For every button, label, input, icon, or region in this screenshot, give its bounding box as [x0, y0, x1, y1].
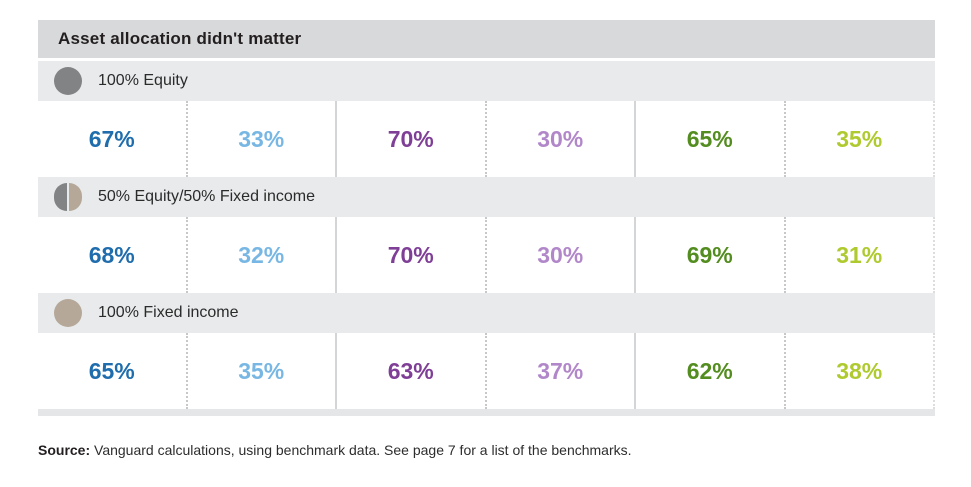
section-label-equity: 100% Equity [98, 72, 188, 89]
section-label-balanced: 50% Equity/50% Fixed income [98, 188, 315, 205]
asset-allocation-figure: Asset allocation didn't matter 100% Equi… [38, 20, 935, 416]
value-cell: 62% [636, 333, 786, 409]
value-cell: 35% [188, 333, 337, 409]
value-cell: 70% [337, 101, 487, 177]
value-cell: 68% [38, 217, 188, 293]
value-cell: 69% [636, 217, 786, 293]
source-label: Source: [38, 442, 91, 458]
half-circle-fixed-part [69, 183, 82, 211]
source-note: Source: Vanguard calculations, using ben… [38, 442, 632, 458]
fixed-income-circle-icon [54, 299, 82, 327]
value-cell: 67% [38, 101, 188, 177]
value-cell: 38% [786, 333, 935, 409]
half-circle-equity-part [54, 183, 67, 211]
value-cell: 65% [636, 101, 786, 177]
value-cell: 30% [487, 101, 636, 177]
value-cell: 70% [337, 217, 487, 293]
value-cell: 65% [38, 333, 188, 409]
data-row-equity: 67% 33% 70% 30% 65% 35% [38, 101, 935, 177]
equity-circle-icon [54, 67, 82, 95]
data-row-balanced: 68% 32% 70% 30% 69% 31% [38, 217, 935, 293]
figure-title-bar: Asset allocation didn't matter [38, 20, 935, 58]
data-row-fixed-income: 65% 35% 63% 37% 62% 38% [38, 333, 935, 409]
value-cell: 33% [188, 101, 337, 177]
value-cell: 31% [786, 217, 935, 293]
figure-title: Asset allocation didn't matter [58, 29, 302, 48]
half-equity-half-fixed-circle-icon [54, 183, 82, 211]
source-text: Vanguard calculations, using benchmark d… [90, 442, 632, 458]
value-cell: 63% [337, 333, 487, 409]
section-label-fixed-income: 100% Fixed income [98, 304, 239, 321]
section-header-equity: 100% Equity [38, 61, 935, 101]
value-cell: 32% [188, 217, 337, 293]
value-cell: 30% [487, 217, 636, 293]
figure-bottom-rule [38, 409, 935, 416]
value-cell: 37% [487, 333, 636, 409]
section-header-fixed-income: 100% Fixed income [38, 293, 935, 333]
section-header-balanced: 50% Equity/50% Fixed income [38, 177, 935, 217]
value-cell: 35% [786, 101, 935, 177]
